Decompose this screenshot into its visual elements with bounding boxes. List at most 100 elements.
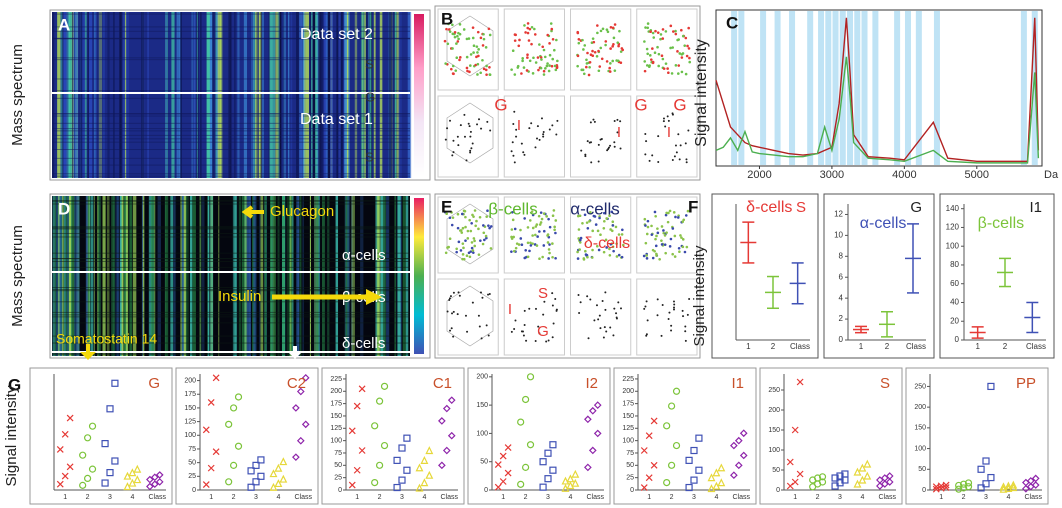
y-tick-label: 150 bbox=[914, 425, 926, 432]
scatter-dot bbox=[644, 306, 646, 308]
heatmap-stripe bbox=[99, 12, 102, 178]
scatter-dot bbox=[477, 31, 480, 34]
scatter-dot bbox=[646, 333, 648, 335]
scatter-dot bbox=[583, 44, 586, 47]
scatter-dot bbox=[452, 65, 455, 68]
scatter-dot bbox=[466, 67, 469, 70]
heatmap-stripe bbox=[389, 12, 392, 178]
scatter-dot bbox=[553, 228, 556, 231]
y-tick-label: 100 bbox=[768, 447, 780, 454]
scatter-dot bbox=[609, 62, 612, 65]
x-tick-label: 1 bbox=[647, 494, 651, 501]
scatter-dot bbox=[597, 318, 599, 320]
y-tick-label: 100 bbox=[622, 437, 634, 444]
scatter-dot bbox=[460, 249, 463, 252]
scatter-dot bbox=[555, 134, 557, 136]
scatter-dot bbox=[485, 73, 488, 76]
scatter-dot bbox=[487, 294, 489, 296]
x-tick-label: 1 bbox=[975, 342, 980, 351]
heatmap-stripe bbox=[406, 196, 408, 356]
scatter-dot bbox=[454, 36, 457, 39]
scatter-dot bbox=[548, 252, 551, 255]
scatter-dot bbox=[482, 33, 485, 36]
scatter-dot bbox=[472, 143, 474, 145]
scatter-dot bbox=[545, 215, 548, 218]
x-tick-label: 2 bbox=[885, 342, 890, 351]
scatter-dot bbox=[579, 241, 582, 244]
scatter-dot bbox=[479, 239, 482, 242]
heatmap-stripe bbox=[282, 196, 285, 356]
scatter-dot bbox=[535, 61, 538, 64]
y-tick-label: 25 bbox=[334, 475, 342, 482]
scatter-dot bbox=[448, 299, 450, 301]
scatter-dot bbox=[471, 247, 474, 250]
highlight-band bbox=[862, 11, 868, 165]
x-tick-label: 1 bbox=[859, 342, 864, 351]
x-tick-label: 1 bbox=[793, 494, 797, 501]
scatter-dot bbox=[619, 120, 621, 122]
y-tick-label: 50 bbox=[772, 467, 780, 474]
scatter-dot bbox=[590, 53, 593, 56]
heatmap-stripe bbox=[383, 196, 386, 356]
scatter-dot bbox=[589, 298, 591, 300]
scatter-dot bbox=[553, 209, 556, 212]
scatter-dot bbox=[681, 220, 684, 223]
scatter-dot bbox=[510, 68, 513, 71]
scatter-dot bbox=[555, 39, 558, 42]
annotation: α-cells bbox=[570, 199, 620, 218]
scatter-dot bbox=[533, 28, 536, 31]
x-axis-label: Class bbox=[790, 342, 810, 351]
scatter-dot bbox=[586, 256, 589, 259]
scatter-dot bbox=[520, 72, 523, 75]
heatmap-stripe bbox=[67, 12, 68, 178]
scatter-dot bbox=[657, 65, 660, 68]
y-tick-label: 200 bbox=[768, 407, 780, 414]
scatter-dot bbox=[481, 59, 484, 62]
scatter-dot bbox=[514, 228, 517, 231]
x-tick-label: 4 bbox=[860, 494, 864, 501]
chart-title: I1 bbox=[731, 375, 744, 392]
scatter-dot bbox=[554, 219, 557, 222]
scatter-dot bbox=[586, 62, 589, 65]
scatter-dot bbox=[580, 301, 582, 303]
x-axis-label: Class bbox=[732, 494, 750, 501]
scatter-dot bbox=[660, 33, 663, 36]
scatter-dot bbox=[546, 62, 549, 65]
scatter-dot bbox=[602, 300, 604, 302]
x-tick-label: 4 bbox=[568, 494, 572, 501]
scatter-dot bbox=[596, 55, 599, 58]
scatter-dot bbox=[578, 294, 580, 296]
scatter-dot bbox=[459, 23, 462, 26]
scatter-dot bbox=[514, 319, 516, 321]
scatter-dot bbox=[461, 213, 464, 216]
scatter-dot bbox=[483, 68, 486, 71]
scatter-dot bbox=[514, 39, 517, 42]
heatmap-row bbox=[52, 135, 410, 136]
scatter-dot bbox=[457, 40, 460, 43]
heatmap-stripe bbox=[298, 196, 300, 356]
scatter-dot bbox=[472, 302, 474, 304]
scatter-dot bbox=[614, 69, 617, 72]
scatter-dot bbox=[552, 304, 554, 306]
x-tick-label: 2 bbox=[232, 494, 236, 501]
colorbar bbox=[414, 14, 424, 176]
annotation: I bbox=[508, 301, 512, 318]
scatter-dot bbox=[534, 234, 537, 237]
scatter-dot bbox=[464, 239, 467, 242]
highlight-band bbox=[760, 11, 766, 165]
scatter-dot bbox=[664, 243, 667, 246]
x-tick-label: 4 bbox=[276, 494, 280, 501]
heatmap-stripe bbox=[193, 196, 196, 356]
y-tick-label: 50 bbox=[626, 462, 634, 469]
scatter-dot bbox=[452, 336, 454, 338]
scatter-dot bbox=[455, 56, 458, 59]
scatter-dot bbox=[664, 234, 667, 237]
scatter-dot bbox=[657, 31, 660, 34]
scatter-dot bbox=[474, 209, 477, 212]
scatter-dot bbox=[655, 245, 658, 248]
heatmap-stripe bbox=[177, 12, 179, 178]
x-tick-label: 1 bbox=[209, 494, 213, 501]
scatter-dot bbox=[518, 243, 521, 246]
scatter-dot bbox=[542, 244, 545, 247]
scatter-dot bbox=[551, 58, 554, 61]
